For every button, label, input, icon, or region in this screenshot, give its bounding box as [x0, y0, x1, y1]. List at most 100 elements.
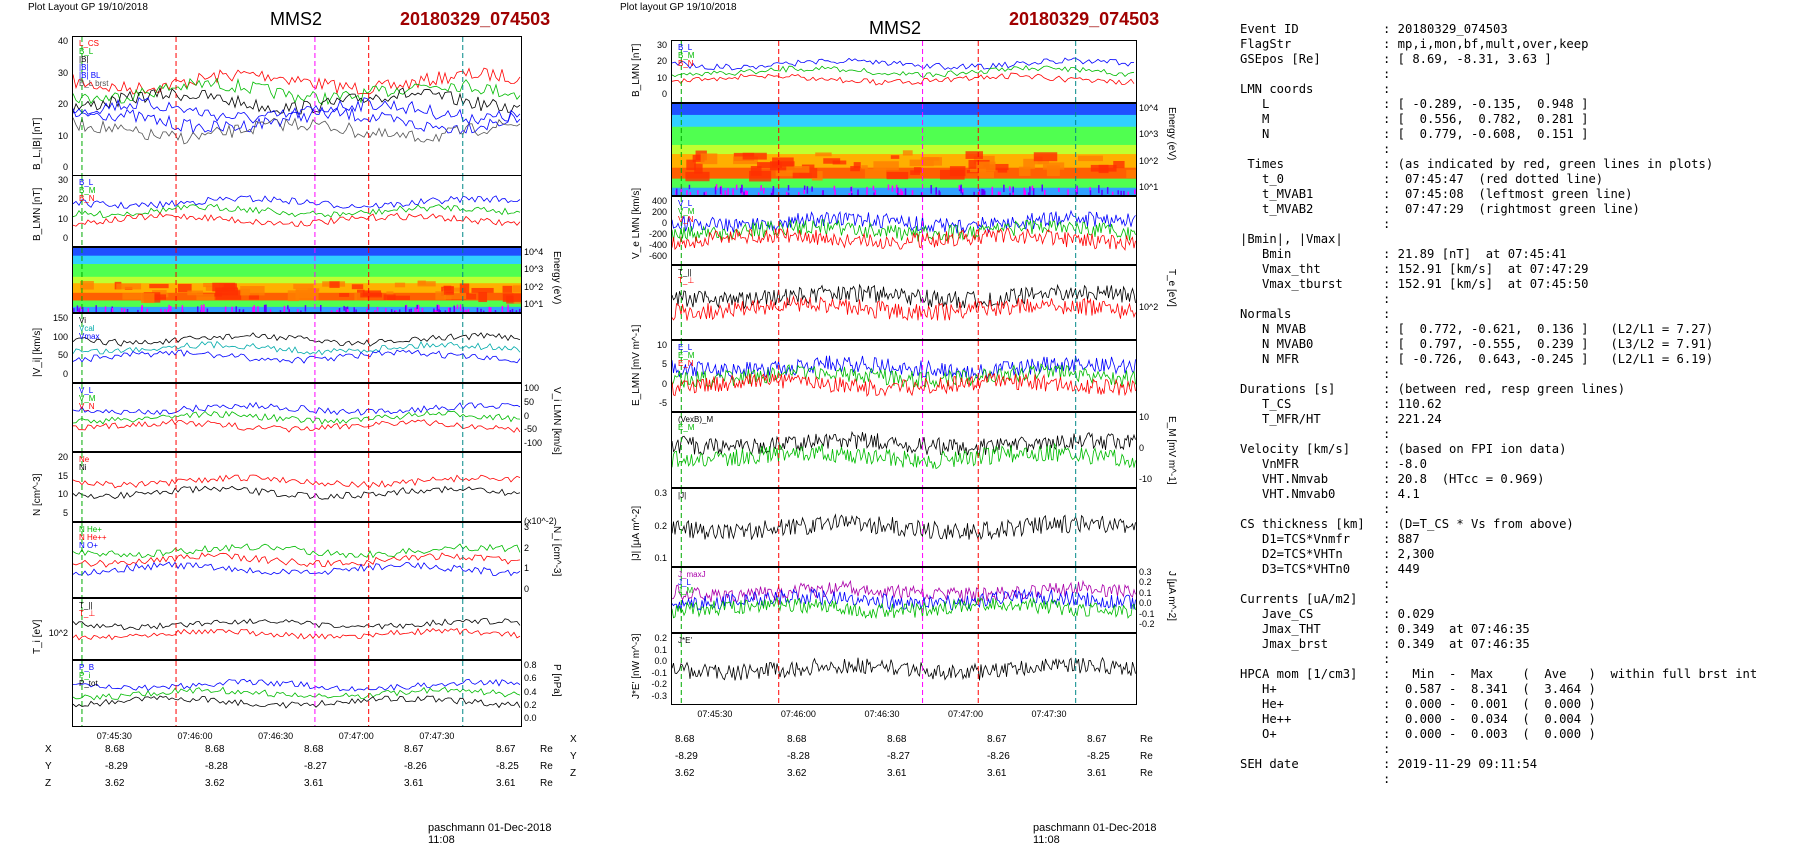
y-axis-label: |V_i| [km/s]	[32, 328, 43, 377]
spectrogram-noise	[959, 185, 961, 189]
summary-key: H+	[1240, 682, 1277, 697]
summary-value: :	[1383, 142, 1390, 157]
position-value: 3.61	[304, 778, 323, 789]
position-value: 3.62	[205, 778, 224, 789]
summary-value: :	[1383, 772, 1390, 787]
spectrogram-noise	[930, 185, 932, 194]
panel-plot-area	[672, 341, 1136, 411]
spectrogram-noise	[438, 305, 440, 309]
spectrogram-noise	[399, 309, 401, 312]
y-axis-label: T_e [eV]	[1166, 269, 1177, 307]
plot-panel: |J|	[671, 488, 1137, 567]
position-value: 3.61	[887, 768, 906, 779]
spectrogram-noise	[488, 307, 490, 312]
summary-value: : 152.91 [km/s] at 07:45:50	[1383, 277, 1588, 292]
spectrogram-noise	[433, 308, 435, 312]
panel-plot-area	[73, 453, 521, 521]
spectrogram-noise	[1090, 190, 1092, 195]
y-tick-label: -0.3	[647, 691, 667, 701]
spectrogram-noise	[297, 309, 299, 312]
y-tick-label: 2	[524, 543, 529, 553]
spectrogram-patch	[196, 294, 214, 301]
spectrogram-patch	[1047, 165, 1060, 176]
spectrogram-patch	[444, 286, 454, 295]
spectrogram-patch	[815, 152, 831, 156]
position-value: 8.68	[675, 734, 694, 745]
summary-value: : [ 0.556, 0.782, 0.281 ]	[1383, 112, 1588, 127]
summary-value: : 887	[1383, 532, 1420, 547]
summary-value: : [ 0.779, -0.608, 0.151 ]	[1383, 127, 1588, 142]
footer-signature: paschmann 01-Dec-2018 11:08	[428, 822, 560, 846]
y-tick-label: -10	[1139, 474, 1152, 484]
summary-value: : [ 0.772, -0.621, 0.136 ] (L2/L1 = 7.27…	[1383, 322, 1713, 337]
spectrogram-patch	[976, 162, 995, 172]
spectrogram-noise	[347, 309, 349, 312]
y-axis-label: B_LMN [nT]	[32, 188, 43, 241]
position-unit: Re	[540, 778, 553, 789]
spectrogram-noise	[519, 309, 521, 312]
summary-value: : 152.91 [km/s] at 07:47:29	[1383, 262, 1588, 277]
y-axis-label: E_LMN [mV m^-1]	[631, 325, 642, 406]
y-tick-label: 0	[647, 379, 667, 389]
position-value: 3.61	[1087, 768, 1106, 779]
spectrogram-noise	[437, 305, 439, 311]
spectrogram-noise	[435, 310, 437, 312]
y-tick-label: 10^4	[1139, 103, 1158, 113]
y-tick-label: 0.2	[1139, 577, 1152, 587]
spectrogram-noise	[822, 190, 824, 195]
spectrogram-noise	[1042, 185, 1044, 192]
y-tick-label: 10	[647, 340, 667, 350]
spectrogram-noise	[95, 305, 97, 312]
spectrogram-noise	[394, 311, 396, 312]
spectrogram-noise	[716, 184, 718, 190]
spectrogram-noise	[502, 306, 504, 312]
y-tick-label: 20	[48, 99, 68, 109]
y-tick-label: 10	[48, 489, 68, 499]
y-tick-label: 0	[1139, 443, 1144, 453]
y-tick-label: -400	[647, 240, 667, 250]
y-tick-label: -50	[524, 424, 537, 434]
position-value: -8.25	[1087, 751, 1110, 762]
y-tick-label: 10	[1139, 412, 1149, 422]
position-value: -8.29	[675, 751, 698, 762]
y-axis-label: N [cm^-3]	[32, 474, 43, 516]
spectrogram-noise	[170, 306, 172, 311]
summary-value: :	[1383, 502, 1390, 517]
position-value: 8.67	[496, 744, 515, 755]
footer-signature: paschmann 01-Dec-2018 11:08	[1033, 822, 1170, 846]
spectrogram-noise	[807, 186, 809, 193]
spectrogram-patch	[910, 170, 920, 175]
summary-value: : 20180329_074503	[1383, 22, 1508, 37]
spectrogram-noise	[1029, 186, 1031, 195]
spectrogram-noise	[495, 310, 497, 312]
summary-value: :	[1383, 292, 1390, 307]
spectrogram-noise	[1067, 189, 1069, 195]
spectrogram-patch	[240, 286, 264, 295]
spectrogram-noise	[1123, 191, 1125, 195]
x-tick-label: 07:46:30	[258, 731, 293, 741]
position-row-label: X	[45, 744, 52, 755]
summary-value: : 2,300	[1383, 547, 1434, 562]
spectrogram-noise	[410, 309, 412, 312]
spectrogram-band	[73, 256, 521, 265]
spectrogram-noise	[1024, 190, 1026, 195]
spectrogram-noise	[207, 309, 209, 312]
y-tick-label: 10^1	[524, 299, 543, 309]
y-tick-label: -5	[647, 398, 667, 408]
data-trace	[73, 544, 520, 558]
spectrogram-noise	[1003, 185, 1005, 192]
spectrogram-noise	[201, 305, 203, 312]
legend-entry: P_tot	[79, 679, 98, 688]
y-tick-label: 0	[524, 411, 529, 421]
legend-entry: Vmax	[79, 332, 99, 341]
spectrogram-noise	[395, 310, 397, 312]
y-tick-label: 10^2	[48, 628, 68, 638]
spectrogram-noise	[374, 310, 376, 312]
summary-key: t_MVAB1	[1240, 187, 1313, 202]
spectrogram-noise	[857, 190, 859, 195]
spectrogram-noise	[305, 305, 307, 311]
position-value: 3.62	[675, 768, 694, 779]
data-trace	[672, 66, 1134, 78]
